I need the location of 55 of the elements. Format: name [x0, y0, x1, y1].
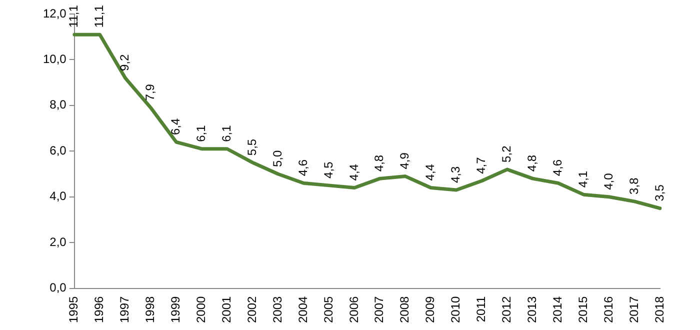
data-label: 3,5: [652, 184, 666, 202]
data-label: 3,8: [626, 177, 641, 194]
data-label: 6,4: [168, 118, 183, 136]
x-tick-label: 1995: [66, 296, 81, 324]
x-tick-label: 2005: [321, 296, 336, 324]
x-tick-label: 2016: [601, 296, 616, 324]
data-label: 4,8: [525, 154, 539, 172]
data-label: 5,5: [244, 138, 259, 156]
x-tick-label: 2010: [448, 296, 463, 324]
data-label: 4,7: [474, 156, 488, 174]
y-tick-label: 12,0: [42, 6, 67, 20]
data-label: 4,1: [576, 170, 590, 188]
x-tick-label: 2007: [372, 296, 386, 324]
data-label: 7,9: [143, 84, 158, 101]
data-label: 4,5: [321, 161, 336, 178]
x-tick-label: 1999: [168, 296, 183, 324]
data-label: 5,2: [500, 145, 514, 162]
x-tick-label: 2013: [525, 296, 539, 324]
x-tick-label: 2006: [346, 296, 361, 324]
data-label: 4,8: [372, 154, 386, 172]
data-label: 6,1: [219, 124, 234, 142]
x-tick-label: 2015: [576, 296, 590, 324]
y-tick-label: 2,0: [50, 234, 67, 249]
y-tick-label: 6,0: [50, 143, 67, 158]
data-label: 11,1: [66, 4, 81, 28]
x-tick-label: 2003: [270, 296, 284, 324]
x-tick-label: 2012: [500, 296, 514, 324]
x-tick-label: 2008: [398, 296, 412, 324]
x-tick-label: 2004: [296, 296, 310, 324]
x-tick-label: 2017: [626, 296, 641, 324]
data-label: 4,0: [601, 172, 616, 190]
x-tick-label: 2009: [423, 296, 438, 324]
x-tick-label: 2000: [194, 296, 208, 324]
y-tick-label: 10,0: [42, 52, 67, 66]
x-tick-label: 2014: [550, 296, 564, 324]
y-tick-label: 8,0: [50, 98, 67, 112]
data-label: 4,9: [398, 152, 412, 170]
data-label: 11,1: [92, 4, 106, 28]
data-label: 5,0: [270, 150, 284, 168]
x-tick-label: 2011: [474, 296, 488, 322]
x-tick-label: 1996: [92, 296, 106, 324]
y-tick-label: 0,0: [50, 280, 67, 295]
data-label: 4,4: [423, 164, 438, 181]
data-label: 9,2: [118, 54, 132, 72]
x-tick-label: 2001: [219, 296, 234, 324]
x-tick-label: 1997: [118, 296, 132, 324]
data-label: 4,6: [296, 159, 310, 176]
x-tick-label: 2018: [652, 296, 666, 324]
x-tick-label: 2002: [244, 296, 259, 324]
x-tick-label: 1998: [143, 296, 158, 324]
y-tick-label: 4,0: [50, 189, 67, 204]
data-label: 6,1: [194, 124, 208, 142]
data-label: 4,3: [448, 166, 463, 184]
data-label: 4,4: [346, 164, 361, 181]
data-label: 4,6: [550, 159, 564, 176]
